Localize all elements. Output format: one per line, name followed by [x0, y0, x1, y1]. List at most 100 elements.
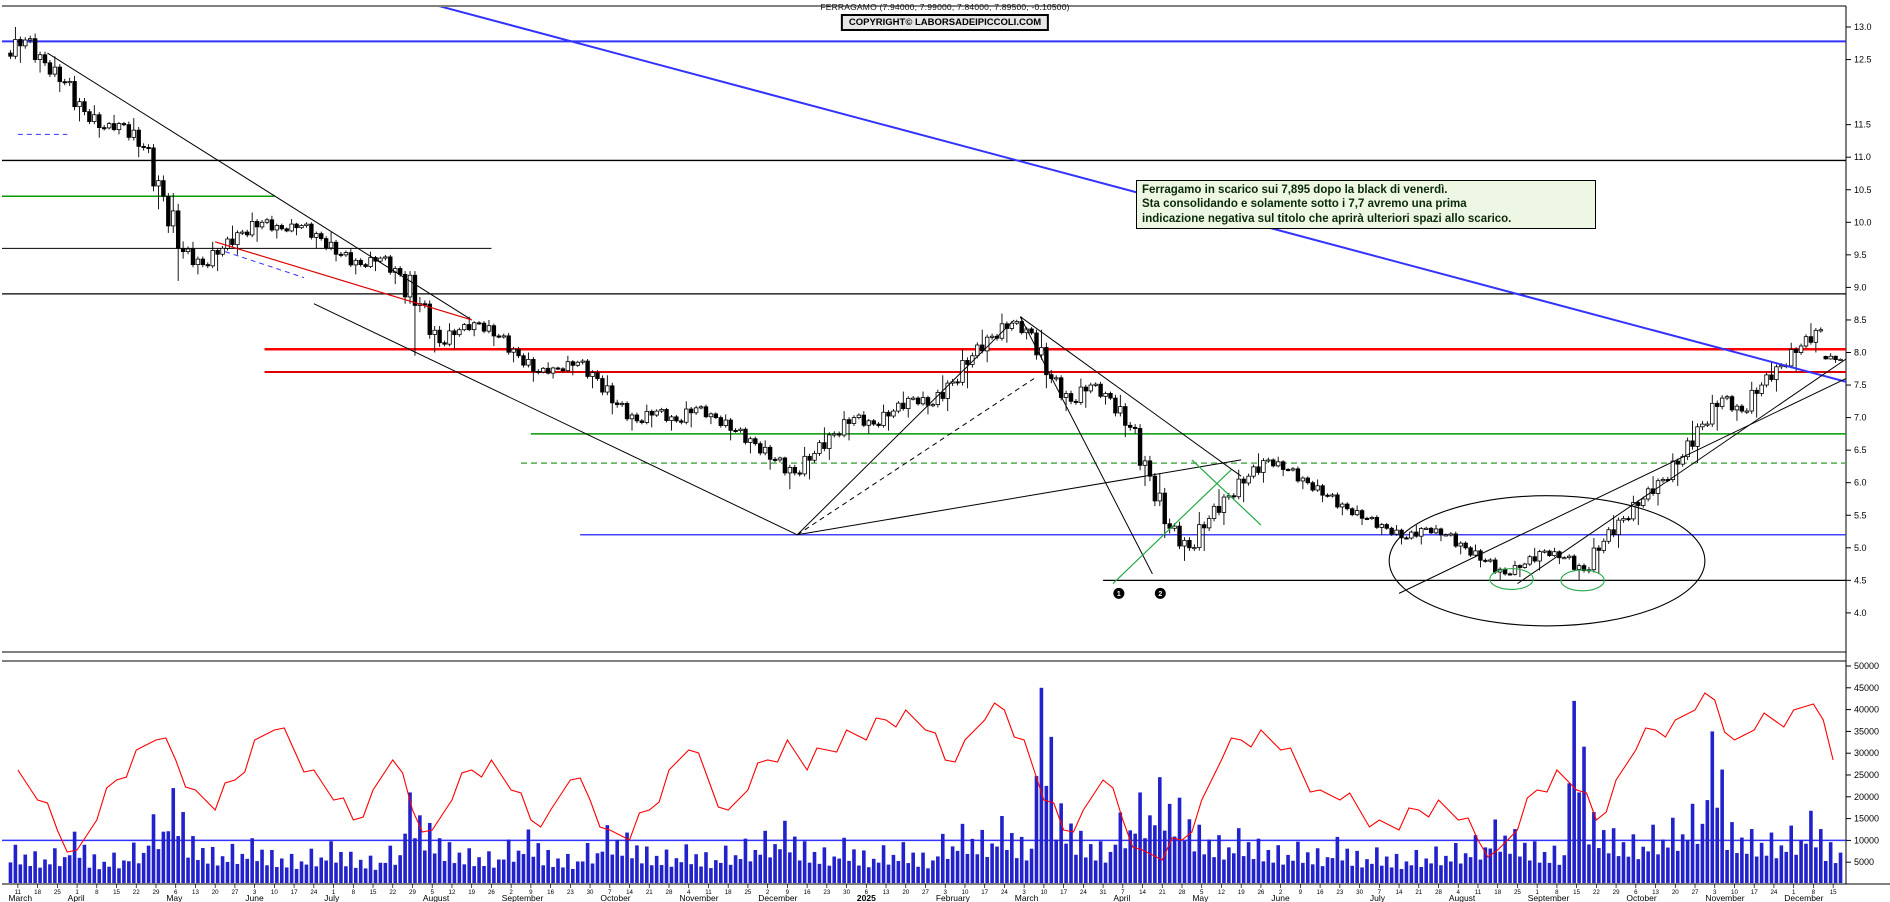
svg-text:17: 17: [291, 889, 298, 896]
svg-text:May: May: [166, 893, 183, 902]
svg-text:30: 30: [587, 889, 594, 896]
svg-text:45000: 45000: [1854, 683, 1879, 693]
svg-text:9: 9: [1299, 889, 1303, 896]
svg-text:1: 1: [1535, 889, 1539, 896]
svg-text:5: 5: [430, 889, 434, 896]
price-axis: 13.0 12.5 11.5 11.0 10.5 10.0 9.5 9.0 8.5 8.0 7.5 7…: [1846, 22, 1872, 618]
svg-text:17: 17: [1060, 889, 1067, 896]
svg-text:30: 30: [1356, 889, 1363, 896]
svg-text:20000: 20000: [1854, 792, 1879, 802]
svg-text:16: 16: [1317, 889, 1324, 896]
svg-text:4.0: 4.0: [1854, 608, 1867, 618]
svg-text:October: October: [600, 893, 630, 902]
svg-text:28: 28: [666, 889, 673, 896]
svg-text:10: 10: [1731, 889, 1738, 896]
svg-text:24: 24: [1080, 889, 1087, 896]
svg-text:February: February: [936, 893, 971, 902]
svg-text:4: 4: [687, 889, 691, 896]
svg-text:27: 27: [922, 889, 929, 896]
svg-text:13: 13: [883, 889, 890, 896]
svg-text:July: July: [1370, 893, 1386, 902]
svg-text:50000: 50000: [1854, 661, 1879, 671]
svg-text:27: 27: [231, 889, 238, 896]
svg-text:7: 7: [1121, 889, 1125, 896]
svg-text:August: August: [1449, 893, 1476, 902]
svg-text:23: 23: [823, 889, 830, 896]
svg-text:August: August: [423, 893, 450, 902]
svg-text:22: 22: [1593, 889, 1600, 896]
svg-text:15: 15: [1573, 889, 1580, 896]
svg-text:25: 25: [744, 889, 751, 896]
svg-text:12: 12: [1218, 889, 1225, 896]
svg-text:17: 17: [981, 889, 988, 896]
svg-text:25000: 25000: [1854, 770, 1879, 780]
svg-text:June: June: [1271, 893, 1290, 902]
analysis-note-line2: Sta consolidando e solamente sotto i 7,7…: [1142, 198, 1467, 211]
svg-text:13: 13: [1652, 889, 1659, 896]
svg-text:3: 3: [944, 889, 948, 896]
svg-text:13.0: 13.0: [1854, 22, 1872, 32]
svg-text:11: 11: [705, 889, 712, 896]
copyright-badge: COPYRIGHT© LABORSADEIPICCOLI.COM: [840, 14, 1050, 31]
svg-text:November: November: [1705, 893, 1744, 902]
svg-text:25: 25: [54, 889, 61, 896]
svg-text:September: September: [502, 893, 544, 902]
candles: [8, 27, 1843, 581]
svg-text:17: 17: [1751, 889, 1758, 896]
svg-text:2: 2: [1279, 889, 1283, 896]
svg-text:3: 3: [1713, 889, 1717, 896]
svg-text:1: 1: [1117, 591, 1121, 598]
svg-text:April: April: [1113, 893, 1130, 902]
svg-text:November: November: [679, 893, 718, 902]
svg-text:26: 26: [1257, 889, 1264, 896]
svg-text:7: 7: [608, 889, 612, 896]
svg-text:3: 3: [253, 889, 257, 896]
svg-text:30: 30: [843, 889, 850, 896]
svg-text:15: 15: [1830, 889, 1837, 896]
svg-text:35000: 35000: [1854, 726, 1879, 736]
svg-text:19: 19: [1238, 889, 1245, 896]
level-lines: [2, 40, 1846, 581]
trendlines: [17, 7, 1846, 627]
svg-text:December: December: [758, 893, 797, 902]
svg-text:6: 6: [865, 889, 869, 896]
svg-text:12: 12: [449, 889, 456, 896]
svg-text:October: October: [1626, 893, 1656, 902]
volume-axis: 50000 45000 40000 35000 30000 25000 20000 15000…: [1846, 661, 1879, 867]
svg-text:1: 1: [75, 889, 79, 896]
svg-text:20: 20: [902, 889, 909, 896]
svg-text:8: 8: [1555, 889, 1559, 896]
svg-text:11: 11: [1475, 889, 1482, 896]
svg-text:6: 6: [174, 889, 178, 896]
svg-text:29: 29: [1613, 889, 1620, 896]
svg-text:6.5: 6.5: [1854, 445, 1867, 455]
svg-text:9: 9: [529, 889, 533, 896]
svg-text:September: September: [1528, 893, 1570, 902]
chart-title: FERRAGAMO (7.94000, 7.99000, 7.84000, 7.…: [820, 2, 1070, 12]
analysis-note-line1: Ferragamo in scarico sui 7,895 dopo la b…: [1142, 184, 1448, 196]
svg-text:19: 19: [468, 889, 475, 896]
svg-text:5.0: 5.0: [1854, 543, 1867, 553]
svg-text:29: 29: [409, 889, 416, 896]
svg-text:December: December: [1784, 893, 1823, 902]
svg-text:28: 28: [1435, 889, 1442, 896]
svg-text:27: 27: [1692, 889, 1699, 896]
svg-text:21: 21: [646, 889, 653, 896]
svg-text:7.5: 7.5: [1854, 380, 1867, 390]
analysis-note: Ferragamo in scarico sui 7,895 dopo la b…: [1136, 180, 1596, 230]
svg-text:29: 29: [153, 889, 160, 896]
svg-text:16: 16: [547, 889, 554, 896]
svg-text:16: 16: [804, 889, 811, 896]
svg-text:4: 4: [1457, 889, 1461, 896]
svg-text:5: 5: [1200, 889, 1204, 896]
svg-text:18: 18: [34, 889, 41, 896]
svg-text:4.5: 4.5: [1854, 575, 1867, 585]
svg-text:9.0: 9.0: [1854, 282, 1867, 292]
svg-text:21: 21: [1159, 889, 1166, 896]
oscillator-line: [17, 692, 1834, 861]
svg-text:25: 25: [1514, 889, 1521, 896]
svg-text:8: 8: [1812, 889, 1816, 896]
svg-text:24: 24: [1001, 889, 1008, 896]
